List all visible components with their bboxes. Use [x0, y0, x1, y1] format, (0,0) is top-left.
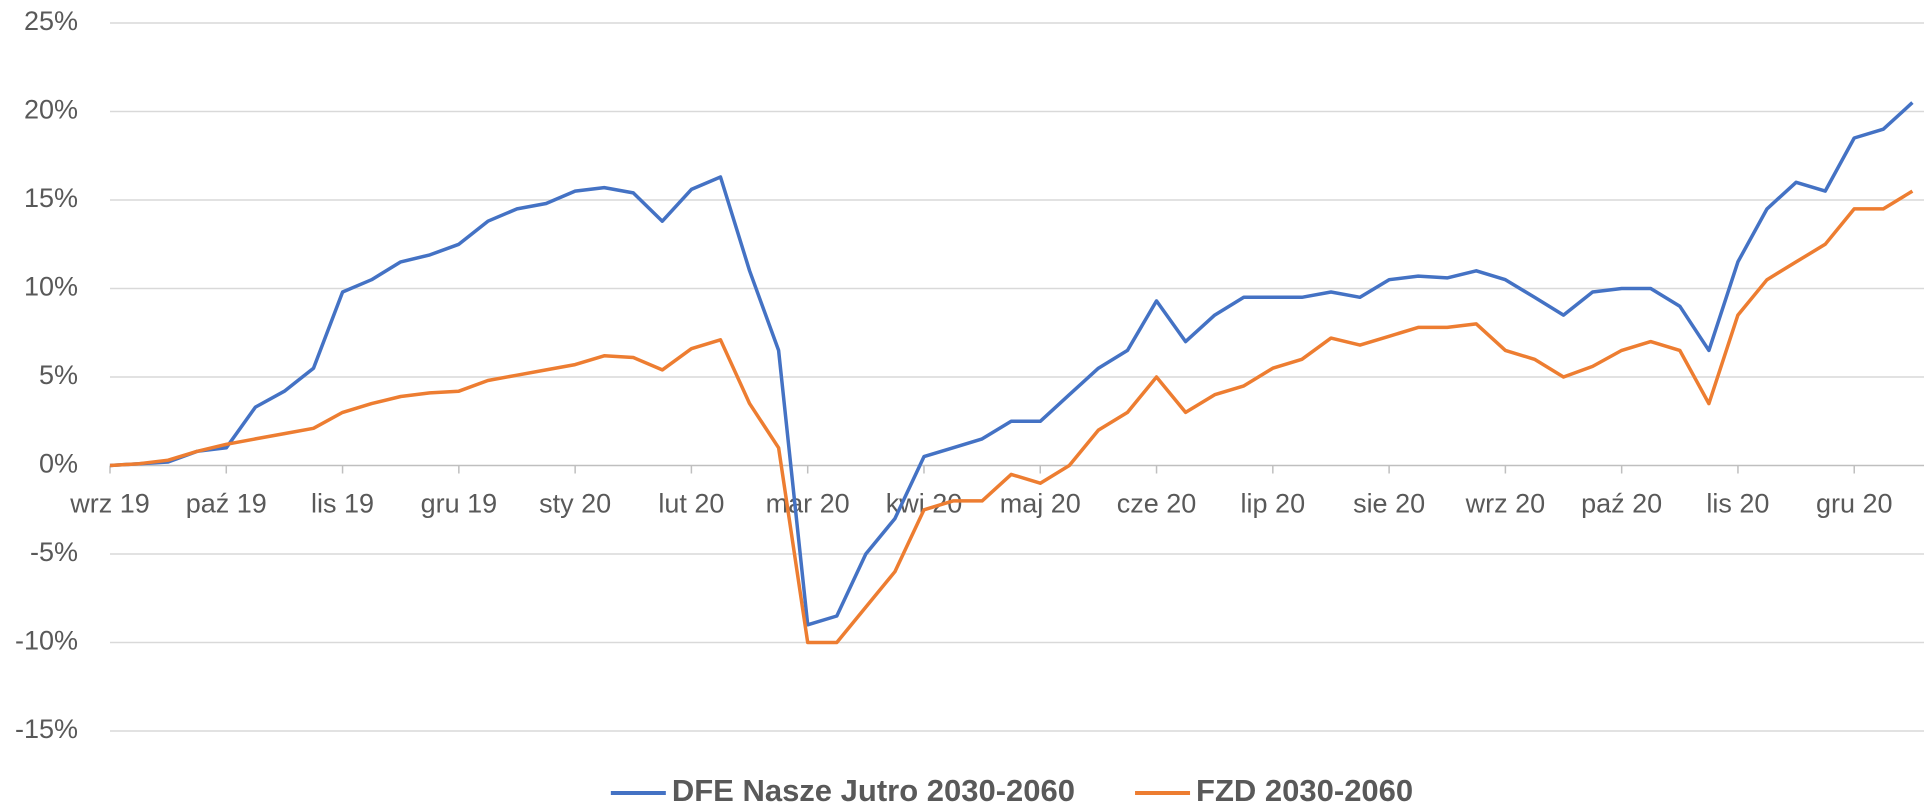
- x-tick-label: lut 20: [658, 489, 724, 519]
- x-tick-label: lip 20: [1241, 489, 1306, 519]
- series-line: [109, 189, 1914, 645]
- y-tick-label: -10%: [15, 626, 78, 656]
- y-tick-label: 20%: [24, 95, 78, 125]
- x-tick-label: gru 20: [1816, 489, 1893, 519]
- x-tick-label: lis 19: [311, 489, 374, 519]
- x-tick-label: maj 20: [1000, 489, 1081, 519]
- y-tick-label: 25%: [24, 6, 78, 36]
- x-tick-label: paź 20: [1581, 489, 1662, 519]
- x-tick-label: gru 19: [421, 489, 498, 519]
- x-tick-label: cze 20: [1117, 489, 1197, 519]
- legend-label: DFE Nasze Jutro 2030-2060: [672, 773, 1075, 807]
- legend: DFE Nasze Jutro 2030-2060 FZD 2030-2060: [610, 773, 1413, 807]
- x-tick-label: wrz 19: [69, 489, 150, 519]
- y-tick-label: 0%: [39, 449, 78, 479]
- series-line: [109, 101, 1914, 627]
- y-tick-label: -15%: [15, 714, 78, 744]
- x-tick-label: mar 20: [766, 489, 850, 519]
- x-tick-label: wrz 20: [1465, 489, 1546, 519]
- y-tick-label: 15%: [24, 183, 78, 213]
- x-tick-label: sie 20: [1353, 489, 1425, 519]
- x-tick-label: lis 20: [1706, 489, 1769, 519]
- legend-label: FZD 2030-2060: [1196, 773, 1413, 807]
- y-tick-label: 10%: [24, 272, 78, 302]
- y-tick-label: -5%: [30, 537, 78, 567]
- y-tick-label: 5%: [39, 360, 78, 390]
- x-tick-label: sty 20: [539, 489, 611, 519]
- x-tick-label: paź 19: [186, 489, 267, 519]
